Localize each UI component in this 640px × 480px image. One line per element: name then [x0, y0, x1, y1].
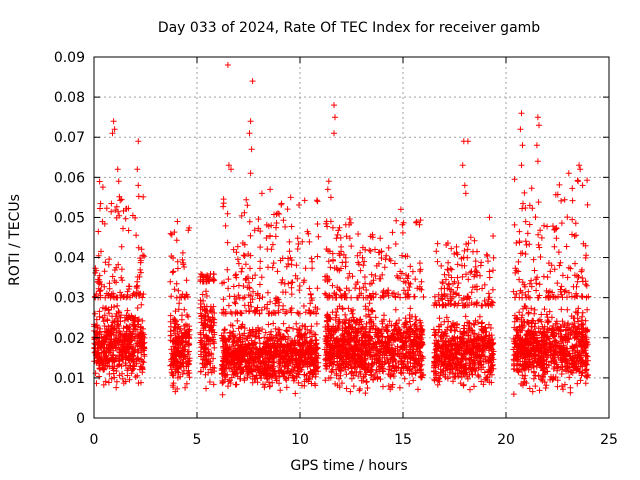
y-tick-label: 0.05: [54, 210, 85, 226]
x-tick-label: 25: [600, 432, 618, 448]
x-tick-label: 0: [90, 432, 99, 448]
x-axis-label: GPS time / hours: [290, 458, 407, 474]
x-tick-labels: 0 5 10 15 20 25: [90, 432, 618, 448]
y-tick-label: 0: [76, 411, 85, 427]
axis-ticks: [93, 56, 610, 419]
x-tick-label: 10: [291, 432, 309, 448]
y-tick-label: 0.08: [54, 90, 85, 106]
plot-frame: [93, 56, 610, 419]
y-tick-label: 0.06: [54, 170, 85, 186]
roti-series-markers: [91, 62, 592, 398]
y-tick-label: 0.09: [54, 50, 85, 66]
y-axis-label: ROTI / TECUs: [7, 194, 23, 286]
data-points: [91, 62, 592, 398]
y-tick-label: 0.01: [54, 371, 85, 387]
y-tick-labels: 0 0.01 0.02 0.03 0.04 0.05 0.06 0.07 0.08 0.09: [54, 50, 85, 427]
y-tick-label: 0.02: [54, 331, 85, 347]
x-tick-label: 5: [193, 432, 202, 448]
x-tick-label: 15: [394, 432, 412, 448]
chart-title: Day 033 of 2024, Rate Of TEC Index for r…: [158, 20, 540, 36]
y-tick-label: 0.03: [54, 291, 85, 307]
y-tick-label: 0.04: [54, 251, 85, 267]
y-tick-label: 0.07: [54, 130, 85, 146]
x-tick-label: 20: [497, 432, 515, 448]
